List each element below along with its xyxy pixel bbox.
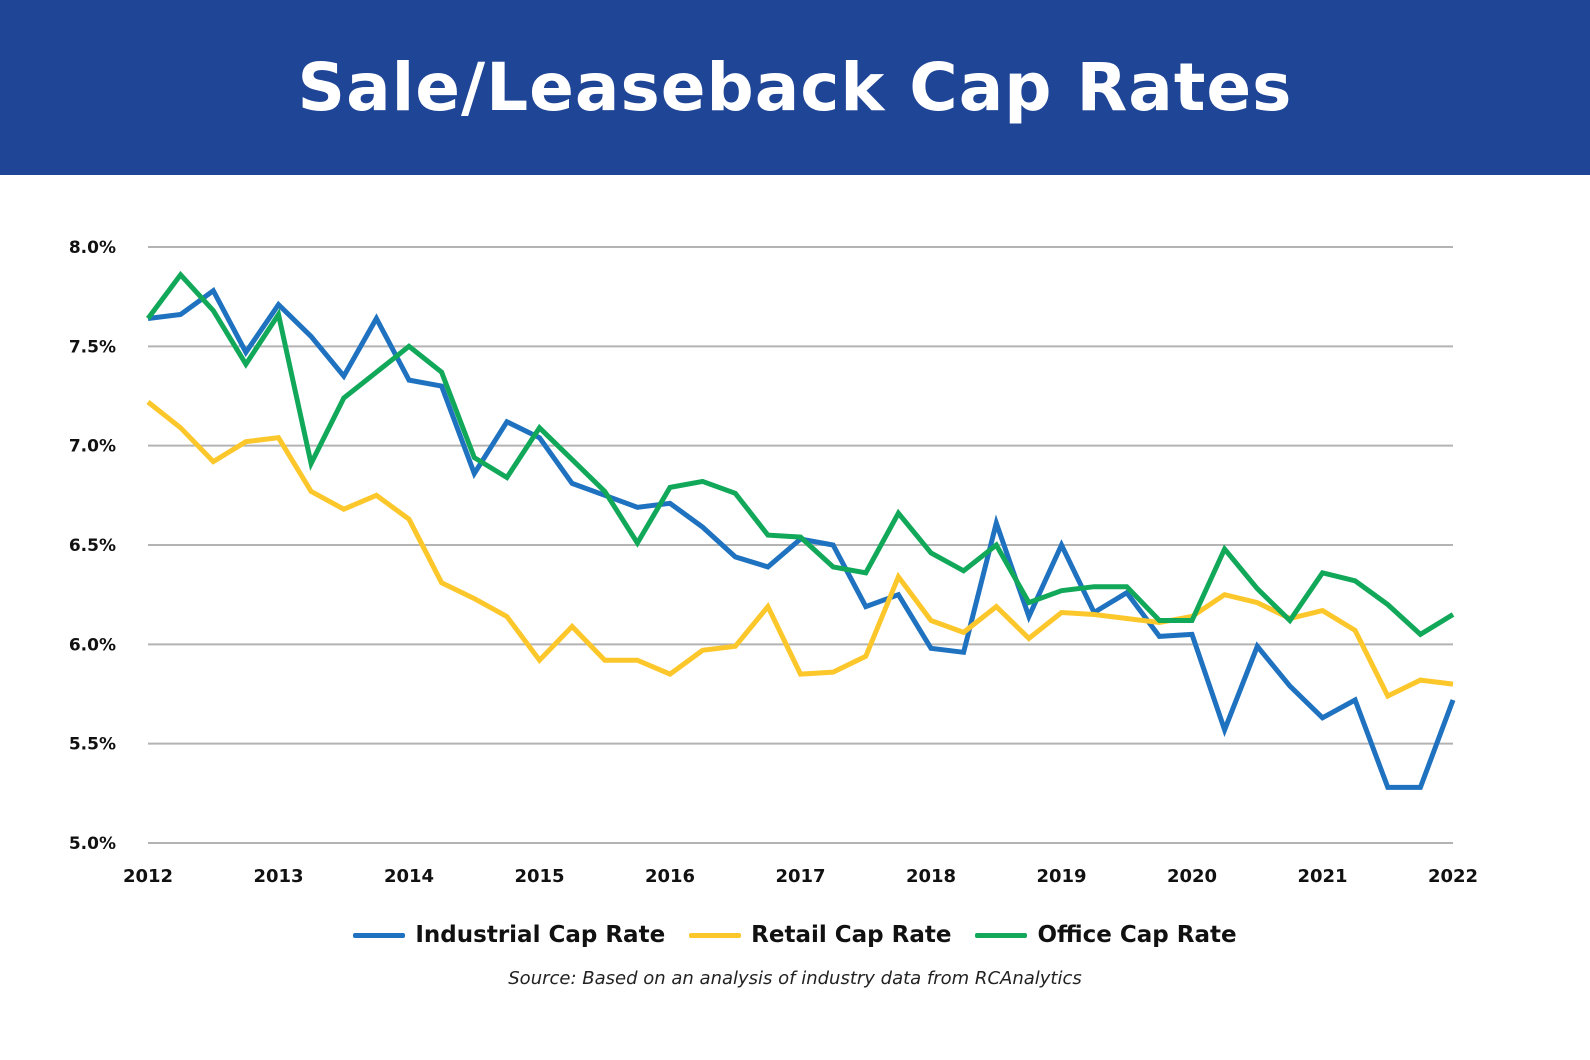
legend-item-office: Office Cap Rate: [975, 922, 1237, 948]
legend-swatch-retail: [689, 932, 742, 938]
legend-swatch-office: [975, 932, 1028, 938]
legend-label: Industrial Cap Rate: [415, 922, 666, 948]
x-tick-label: 2017: [775, 866, 825, 887]
x-tick-label: 2014: [384, 866, 434, 887]
x-tick-label: 2013: [253, 866, 303, 887]
x-tick-label: 2020: [1167, 866, 1217, 887]
x-tick-label: 2019: [1036, 866, 1086, 887]
legend: Industrial Cap Rate Retail Cap Rate Offi…: [0, 922, 1590, 948]
y-tick-label: 6.5%: [69, 536, 116, 556]
legend-swatch-industrial: [353, 932, 406, 938]
legend-item-industrial: Industrial Cap Rate: [353, 922, 665, 948]
x-tick-label: 2022: [1428, 866, 1478, 887]
y-tick-label: 5.5%: [69, 735, 116, 755]
y-tick-label: 6.0%: [69, 635, 116, 655]
source-note: Source: Based on an analysis of industry…: [508, 968, 1082, 989]
line-chart: 5.0% 5.5% 6.0% 6.5% 7.0% 7.5% 8.0% 2012 2013 2014…: [69, 238, 1478, 887]
x-tick-label: 2012: [123, 866, 173, 887]
y-tick-label: 7.5%: [69, 337, 116, 357]
x-tick-label: 2021: [1297, 866, 1347, 887]
x-tick-label: 2015: [514, 866, 564, 887]
series-line-office-cap-rate: [145, 270, 1455, 638]
legend-label: Office Cap Rate: [1037, 922, 1237, 948]
legend-label: Retail Cap Rate: [751, 922, 952, 948]
y-tick-label: 8.0%: [69, 238, 116, 258]
x-tick-label: 2018: [906, 866, 956, 887]
x-tick-label: 2016: [645, 866, 695, 887]
y-tick-label: 7.0%: [69, 437, 116, 457]
y-tick-label: 5.0%: [69, 834, 116, 854]
title-banner: Sale/Leaseback Cap Rates: [0, 0, 1590, 175]
chart-title: Sale/Leaseback Cap Rates: [297, 49, 1293, 126]
legend-item-retail: Retail Cap Rate: [689, 922, 951, 948]
